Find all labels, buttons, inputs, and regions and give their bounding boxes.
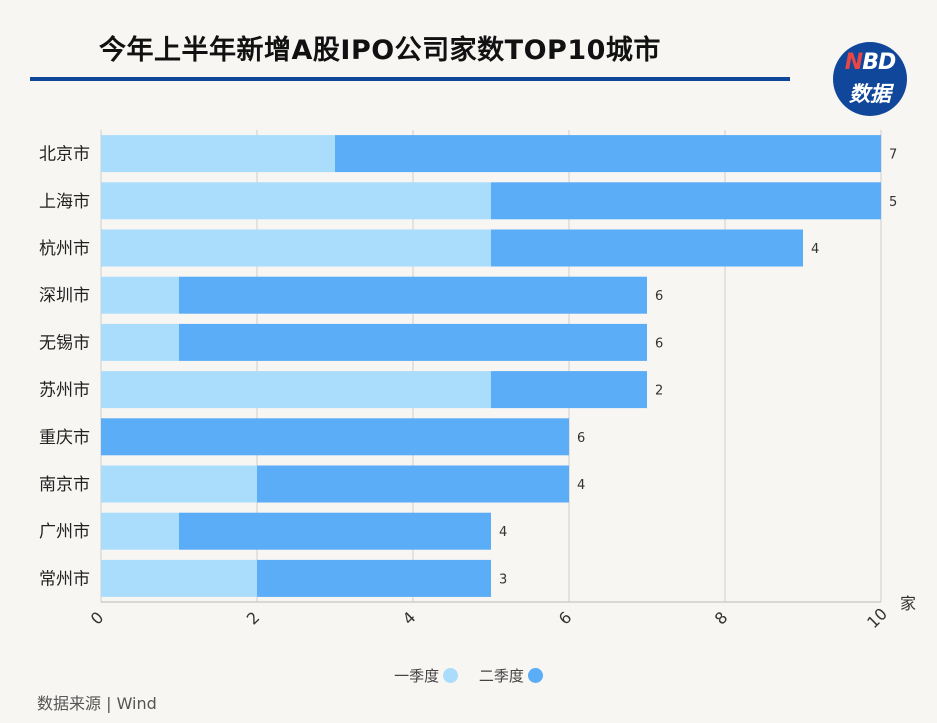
x-tick-label-6: 6 xyxy=(555,608,576,629)
legend-swatch-q2 xyxy=(527,668,543,683)
data-label-q2-6: 6 xyxy=(577,431,585,446)
legend-item-q1[interactable]: 一季度 xyxy=(394,665,459,686)
title-underline xyxy=(30,77,790,81)
legend-swatch-q1 xyxy=(443,668,459,683)
legend-item-q2[interactable]: 二季度 xyxy=(479,665,543,686)
bar-q2-7 xyxy=(257,465,569,503)
chart-title: 今年上半年新增A股IPO公司家数TOP10城市 xyxy=(99,35,661,66)
bar-q2-1 xyxy=(491,182,881,220)
category-label-4: 无锡市 xyxy=(39,333,90,353)
x-tick-label-8: 8 xyxy=(711,608,732,629)
data-label-q2-4: 6 xyxy=(655,336,663,351)
bar-q1-7 xyxy=(101,465,257,503)
bar-q1-2 xyxy=(101,229,491,267)
category-label-5: 苏州市 xyxy=(39,381,90,401)
category-label-7: 南京市 xyxy=(39,475,90,495)
data-label-q2-3: 6 xyxy=(655,289,663,304)
bar-q1-9 xyxy=(101,559,257,597)
bar-q1-0 xyxy=(101,135,335,173)
bar-q2-3 xyxy=(179,276,647,314)
bar-q2-2 xyxy=(491,229,803,267)
category-label-6: 重庆市 xyxy=(39,428,90,448)
data-label-q2-7: 4 xyxy=(577,478,585,493)
category-label-1: 上海市 xyxy=(39,192,90,212)
bar-q1-5 xyxy=(101,371,491,409)
category-label-0: 北京市 xyxy=(39,145,90,165)
category-label-3: 深圳市 xyxy=(39,286,90,306)
data-label-q2-8: 4 xyxy=(499,525,507,540)
bar-q1-8 xyxy=(101,512,179,550)
bar-q2-4 xyxy=(179,323,647,361)
x-tick-label-4: 4 xyxy=(399,608,420,629)
bar-q2-0 xyxy=(335,135,881,173)
data-label-q2-9: 3 xyxy=(499,572,507,587)
x-tick-label-10: 10 xyxy=(863,604,891,632)
bar-q1-1 xyxy=(101,182,491,220)
x-tick-label-2: 2 xyxy=(243,608,264,629)
x-unit-label: 家 xyxy=(900,594,916,613)
bar-q1-4 xyxy=(101,323,179,361)
bar-q1-3 xyxy=(101,276,179,314)
source-note: 数据来源 | Wind xyxy=(37,694,157,713)
category-label-8: 广州市 xyxy=(39,522,90,542)
bar-q2-5 xyxy=(491,371,647,409)
category-label-9: 常州市 xyxy=(39,569,90,589)
data-label-q2-0: 7 xyxy=(889,148,897,163)
data-label-q2-5: 2 xyxy=(655,384,663,399)
bar-q2-6 xyxy=(101,418,569,456)
category-label-2: 杭州市 xyxy=(39,239,90,259)
bar-q2-8 xyxy=(179,512,491,550)
data-label-q2-2: 4 xyxy=(811,242,819,257)
legend: 一季度 二季度 xyxy=(0,665,937,686)
data-label-q2-1: 5 xyxy=(889,195,897,210)
nbd-logo: NBD 数据 xyxy=(833,42,907,116)
bar-q2-9 xyxy=(257,559,491,597)
x-tick-label-0: 0 xyxy=(87,608,108,629)
